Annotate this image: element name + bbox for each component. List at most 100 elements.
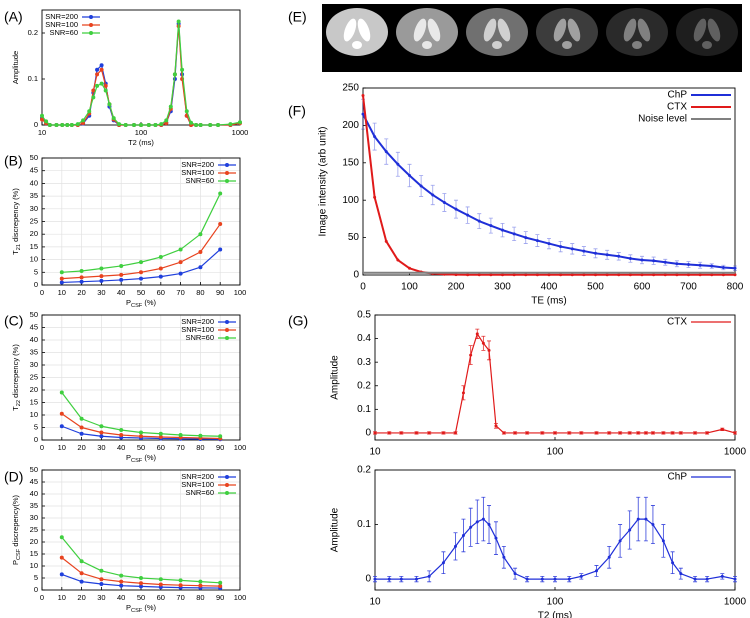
data-point xyxy=(524,236,528,240)
data-point xyxy=(651,523,655,527)
data-point xyxy=(139,576,143,580)
data-point xyxy=(65,123,70,127)
data-point xyxy=(119,583,124,588)
data-point xyxy=(408,174,411,178)
data-point xyxy=(158,582,163,587)
y-tick-label: 150 xyxy=(342,157,359,168)
data-point xyxy=(79,416,84,421)
legend-marker xyxy=(225,475,229,479)
data-point xyxy=(228,122,233,127)
data-point xyxy=(79,431,84,436)
data-point xyxy=(158,435,163,439)
legend-label: SNR=200 xyxy=(181,160,214,169)
image-caption: TE=300 ms xyxy=(619,62,655,69)
y-axis-label-part: 22 xyxy=(16,400,22,406)
data-point xyxy=(661,431,665,435)
data-point xyxy=(679,431,683,435)
data-point xyxy=(535,273,539,277)
x-tick-label: 90 xyxy=(216,593,224,602)
y-tick-label: 40 xyxy=(30,489,38,498)
x-tick-label: 0 xyxy=(40,288,44,297)
y-tick-label: 0.3 xyxy=(357,357,371,368)
data-point xyxy=(494,424,498,428)
data-point xyxy=(95,83,100,88)
data-point xyxy=(91,88,96,93)
data-point xyxy=(640,273,644,277)
data-point xyxy=(119,263,124,268)
data-point xyxy=(158,431,163,436)
data-point xyxy=(103,83,108,88)
data-point xyxy=(158,274,163,279)
data-point xyxy=(570,247,574,251)
data-point xyxy=(111,116,116,121)
data-point xyxy=(636,431,640,435)
data-point xyxy=(481,341,485,345)
data-point xyxy=(158,266,163,271)
data-point xyxy=(475,520,479,524)
x-axis-label: T2 (ms) xyxy=(538,611,572,618)
panel-label: (E) xyxy=(288,9,307,25)
data-point xyxy=(698,263,702,267)
data-point xyxy=(198,232,203,237)
x-tick-label: 50 xyxy=(137,288,145,297)
data-point xyxy=(153,123,158,127)
chart-panel: (B) 0 5 10 15 20 25 30 35 40 45 50 0 10 20 30 40 50 60 70 80… xyxy=(4,153,246,310)
data-point xyxy=(582,273,586,277)
data-point xyxy=(427,431,431,435)
data-point xyxy=(361,93,365,97)
x-tick-label: 50 xyxy=(137,593,145,602)
data-point xyxy=(547,273,551,277)
data-point xyxy=(373,195,377,199)
data-point xyxy=(671,561,675,565)
data-point xyxy=(502,431,506,435)
data-point xyxy=(454,207,458,211)
y-tick-label: 35 xyxy=(30,501,38,510)
x-tick-label: 0 xyxy=(40,593,44,602)
data-point xyxy=(607,431,611,435)
y-tick-label: 0 xyxy=(34,120,38,129)
data-point xyxy=(733,266,737,270)
ventricle xyxy=(562,41,572,49)
legend-marker xyxy=(89,31,93,35)
data-point xyxy=(198,433,203,438)
legend-marker xyxy=(225,171,229,175)
data-point xyxy=(59,390,64,395)
data-point xyxy=(628,528,632,532)
x-tick-label: 10 xyxy=(369,447,381,458)
data-point xyxy=(594,251,597,255)
data-point xyxy=(454,273,458,277)
y-tick-label: 20 xyxy=(30,385,38,394)
data-point xyxy=(79,269,84,274)
data-point xyxy=(687,263,690,267)
y-tick-label: 30 xyxy=(30,360,38,369)
data-point xyxy=(466,213,470,217)
x-tick-label: 40 xyxy=(117,288,125,297)
data-point xyxy=(396,162,400,166)
data-point xyxy=(184,109,189,114)
y-axis-label-part: discrepency (%) xyxy=(11,188,20,244)
data-point xyxy=(361,112,365,116)
y-tick-label: 0.1 xyxy=(28,74,38,83)
data-point xyxy=(605,273,609,277)
x-tick-label: 40 xyxy=(117,593,125,602)
data-point xyxy=(431,193,435,197)
data-point xyxy=(172,72,177,77)
image-caption: TE=50 ms xyxy=(411,62,444,69)
data-point xyxy=(652,259,656,263)
data-point xyxy=(512,232,516,236)
x-tick-label: 20 xyxy=(77,288,85,297)
data-point xyxy=(79,275,84,280)
y-tick-label: 10 xyxy=(30,410,38,419)
data-point xyxy=(720,427,724,431)
x-tick-label: 500 xyxy=(587,282,604,293)
data-point xyxy=(159,122,164,127)
legend-label: SNR=100 xyxy=(181,480,214,489)
data-point xyxy=(618,539,622,543)
data-point xyxy=(679,572,683,576)
ventricle xyxy=(427,18,441,42)
legend-marker xyxy=(89,15,93,19)
data-point xyxy=(408,266,411,270)
data-point xyxy=(687,273,690,277)
x-tick-label: 20 xyxy=(77,443,85,452)
data-point xyxy=(216,123,221,127)
